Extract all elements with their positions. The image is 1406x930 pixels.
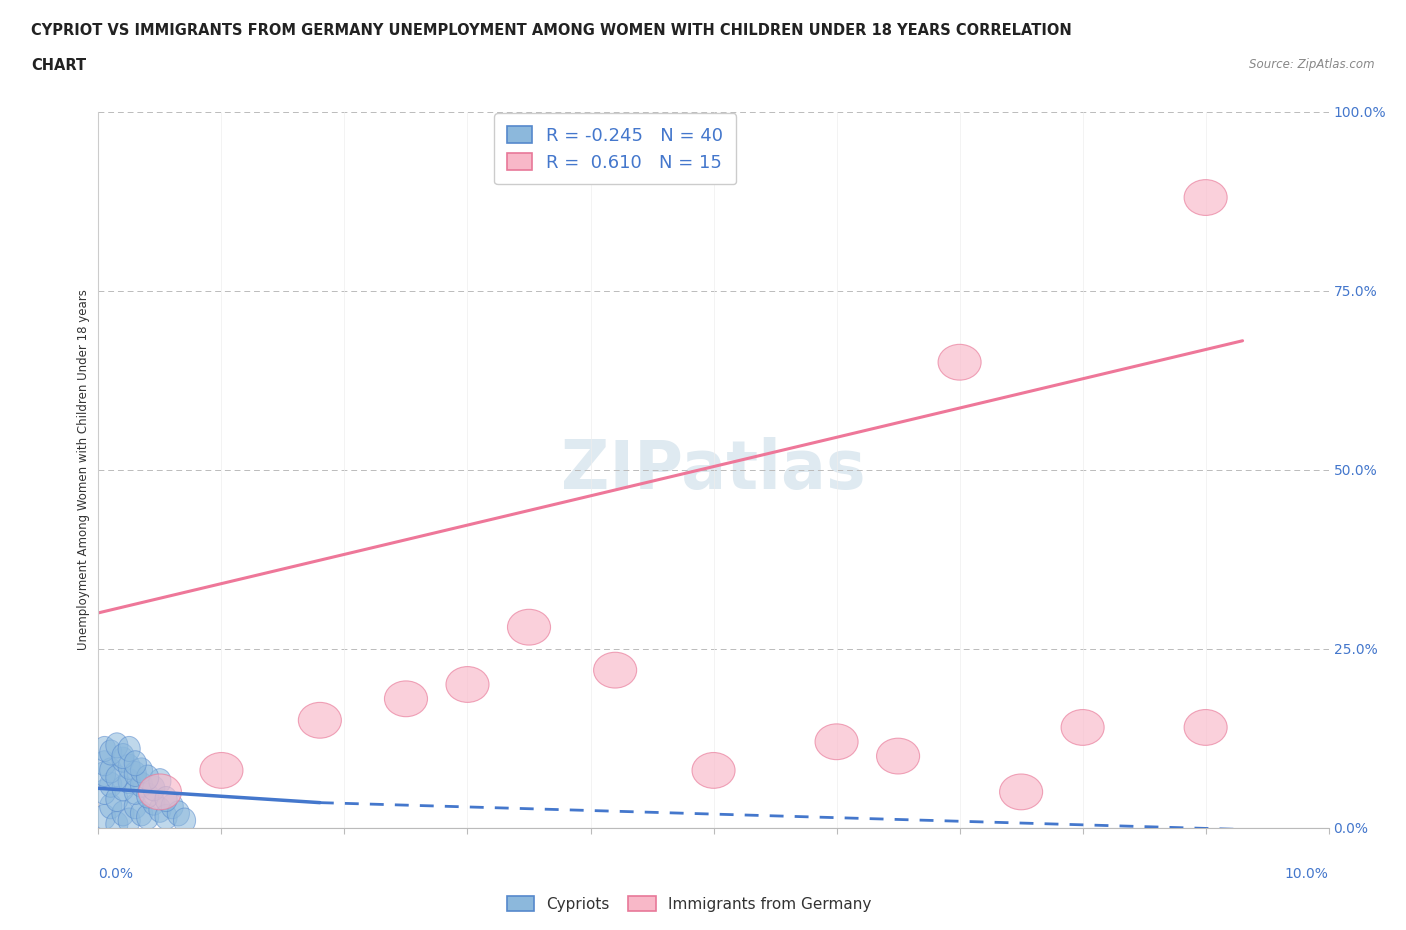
- Text: ZIPatlas: ZIPatlas: [561, 437, 866, 502]
- Ellipse shape: [118, 808, 141, 833]
- Ellipse shape: [100, 793, 122, 818]
- Ellipse shape: [100, 758, 122, 783]
- Ellipse shape: [155, 804, 177, 830]
- Ellipse shape: [124, 793, 146, 818]
- Ellipse shape: [1062, 710, 1104, 745]
- Ellipse shape: [112, 747, 134, 772]
- Legend: Cypriots, Immigrants from Germany: Cypriots, Immigrants from Germany: [501, 890, 877, 918]
- Ellipse shape: [508, 609, 551, 645]
- Ellipse shape: [112, 744, 134, 768]
- Ellipse shape: [1184, 710, 1227, 745]
- Ellipse shape: [167, 801, 190, 826]
- Ellipse shape: [143, 776, 165, 801]
- Text: 0.0%: 0.0%: [98, 867, 134, 881]
- Ellipse shape: [692, 752, 735, 789]
- Ellipse shape: [815, 724, 858, 760]
- Ellipse shape: [143, 790, 165, 816]
- Legend: R = -0.245   N = 40, R =  0.610   N = 15: R = -0.245 N = 40, R = 0.610 N = 15: [494, 113, 737, 184]
- Text: Source: ZipAtlas.com: Source: ZipAtlas.com: [1250, 58, 1375, 71]
- Ellipse shape: [105, 812, 128, 837]
- Ellipse shape: [200, 752, 243, 789]
- Ellipse shape: [124, 751, 146, 776]
- Ellipse shape: [131, 758, 153, 783]
- Ellipse shape: [94, 737, 115, 762]
- Ellipse shape: [118, 768, 141, 793]
- Ellipse shape: [1184, 179, 1227, 216]
- Ellipse shape: [94, 804, 115, 830]
- Ellipse shape: [124, 762, 146, 787]
- Ellipse shape: [94, 751, 115, 776]
- Text: 10.0%: 10.0%: [1285, 867, 1329, 881]
- Ellipse shape: [138, 774, 181, 810]
- Ellipse shape: [136, 765, 159, 790]
- Ellipse shape: [100, 772, 122, 797]
- Ellipse shape: [112, 776, 134, 801]
- Ellipse shape: [876, 738, 920, 774]
- Ellipse shape: [124, 779, 146, 804]
- Ellipse shape: [131, 801, 153, 826]
- Ellipse shape: [384, 681, 427, 717]
- Ellipse shape: [94, 762, 115, 787]
- Text: CHART: CHART: [31, 58, 86, 73]
- Ellipse shape: [94, 779, 115, 804]
- Ellipse shape: [149, 797, 172, 822]
- Ellipse shape: [446, 667, 489, 702]
- Ellipse shape: [173, 808, 195, 833]
- Ellipse shape: [118, 737, 141, 762]
- Ellipse shape: [131, 772, 153, 797]
- Ellipse shape: [1000, 774, 1043, 810]
- Ellipse shape: [136, 804, 159, 830]
- Ellipse shape: [938, 344, 981, 380]
- Ellipse shape: [136, 783, 159, 808]
- Ellipse shape: [162, 793, 183, 818]
- Text: CYPRIOT VS IMMIGRANTS FROM GERMANY UNEMPLOYMENT AMONG WOMEN WITH CHILDREN UNDER : CYPRIOT VS IMMIGRANTS FROM GERMANY UNEMP…: [31, 23, 1071, 38]
- Ellipse shape: [298, 702, 342, 738]
- Ellipse shape: [105, 787, 128, 812]
- Ellipse shape: [105, 765, 128, 790]
- Ellipse shape: [105, 733, 128, 758]
- Ellipse shape: [118, 754, 141, 779]
- Y-axis label: Unemployment Among Women with Children Under 18 years: Unemployment Among Women with Children U…: [77, 289, 90, 650]
- Ellipse shape: [112, 801, 134, 826]
- Ellipse shape: [100, 740, 122, 765]
- Ellipse shape: [155, 787, 177, 812]
- Ellipse shape: [149, 768, 172, 793]
- Ellipse shape: [593, 652, 637, 688]
